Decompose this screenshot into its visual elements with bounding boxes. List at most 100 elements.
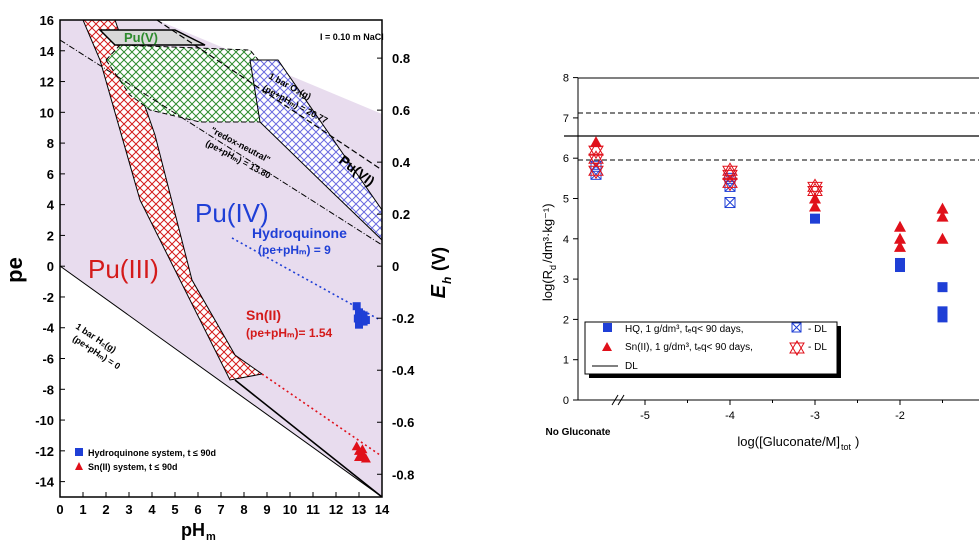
y2-tick-label: 0.8 — [392, 51, 410, 66]
eh-axis-title-sub: h — [440, 277, 454, 284]
y2-tick-label: 0.4 — [392, 155, 411, 170]
y-tick-label: 0 — [563, 395, 569, 407]
hq-eq-label: (pe+pHₘ) = 9 — [258, 243, 331, 257]
legend-sn-dl-text: - DL — [808, 342, 827, 353]
sn-data-point — [936, 232, 949, 244]
sn-dl-star — [588, 145, 604, 160]
sn-dl-star — [588, 153, 604, 168]
hq-data-point — [353, 314, 362, 323]
sn-dl-data-point — [807, 182, 823, 196]
x-tick-label: 12 — [329, 502, 343, 517]
sorption-y-title-sub: d — [548, 265, 558, 270]
y2-tick-label: 0 — [392, 259, 399, 274]
ph-axis-title: pH — [181, 520, 205, 540]
x-tick-label: 13 — [352, 502, 366, 517]
sn-data-point — [357, 444, 368, 454]
sn-dl-data-point — [588, 162, 604, 176]
y2-tick-label: 0.6 — [392, 103, 410, 118]
sn-label: Sn(II) — [246, 307, 281, 323]
axis-break-mark — [617, 394, 625, 406]
h2-line — [60, 265, 382, 497]
sn-dl-data-point — [722, 162, 738, 176]
y-tick-label: -4 — [42, 321, 54, 336]
y-tick-label: 2 — [563, 314, 569, 326]
sorption-points — [588, 136, 949, 323]
hq-label: Hydroquinone — [252, 225, 347, 241]
hq-data-point — [810, 213, 820, 224]
puv-top-box — [98, 29, 206, 46]
legend-sn-triangle — [602, 342, 612, 351]
sn-data-point — [936, 202, 949, 214]
puiv-label: Pu(IV) — [195, 198, 269, 228]
sn-dl-star — [722, 169, 738, 184]
sn-dl-data-point — [588, 150, 604, 164]
sn-data-point — [894, 232, 906, 244]
hq-data-point — [361, 316, 370, 325]
no-gluconate-label: No Gluconate — [545, 427, 610, 438]
sorption-x-title: log([Gluconate/M] — [737, 434, 840, 449]
puiii-label: Pu(III) — [88, 254, 159, 284]
sorption-chart: -5 -4 -3 -2 0 1 2 3 4 5 6 7 8 No Gluconate log([Gluc… — [540, 73, 979, 452]
eh-axis-title-unit: (V) — [429, 247, 449, 271]
hq-data-point — [937, 282, 948, 293]
x-tick-label: 6 — [194, 502, 201, 517]
y2-tick-label: -0.6 — [392, 415, 414, 430]
sn-data-point — [936, 210, 949, 222]
hq-data-point — [895, 262, 905, 273]
sorption-y-title: log(R d /dm³·kg⁻¹) — [540, 203, 558, 301]
legend-sn-label: Sn(II) system, t ≤ 90d — [88, 462, 177, 472]
y2-tick-label: 0.2 — [392, 207, 410, 222]
hq-data-point — [352, 302, 361, 311]
axis-break-mark — [611, 394, 619, 406]
legend-hq-label: Hydroquinone system, t ≤ 90d — [88, 448, 216, 458]
hq-data-point — [355, 320, 363, 329]
sn-dl-data-point — [722, 166, 738, 180]
x-tick-label: -2 — [895, 410, 905, 422]
sorption-axes: -5 -4 -3 -2 0 1 2 3 4 5 6 7 8 — [563, 73, 943, 422]
sn-data-point — [590, 136, 602, 148]
y-tick-label: 10 — [40, 105, 54, 120]
eh-axis-title-main: E — [428, 284, 450, 298]
x-tick-label: 9 — [263, 502, 270, 517]
y2-tick-label: -0.4 — [392, 363, 415, 378]
sn-eq-label: (pe+pHₘ)= 1.54 — [246, 326, 333, 340]
y-tick-label: -12 — [35, 444, 54, 459]
sorption-y-title-main: log(R — [540, 270, 555, 301]
legend-sn-marker — [75, 462, 83, 470]
y-tick-label: -2 — [42, 290, 54, 305]
x-tick-label: 2 — [102, 502, 109, 517]
x-tick-label: 0 — [56, 502, 63, 517]
sn-data-point — [894, 220, 906, 232]
x-tick-label: 5 — [171, 502, 178, 517]
y-tick-label: 0 — [47, 259, 54, 274]
legend-hq-dl-marker — [791, 322, 802, 333]
y-tick-label: 5 — [563, 194, 569, 206]
y-tick-label: -10 — [35, 413, 54, 428]
x-tick-label: 8 — [240, 502, 247, 517]
hq-data-point — [359, 311, 368, 320]
sorption-x-title-close: ) — [855, 434, 859, 449]
puv-label: Pu(V) — [124, 30, 158, 45]
puvi-region — [249, 59, 382, 241]
legend-sn-dl-marker — [789, 340, 805, 354]
pourbaix-chart: I = 0.10 m NaCl Pu(V) Pu(IV) Pu(III) Pu(… — [2, 13, 454, 541]
hq-dl-data-point — [724, 197, 736, 209]
y-tick-label: 6 — [47, 167, 54, 182]
y-tick-label: 2 — [47, 228, 54, 243]
hq-data-point — [937, 312, 948, 323]
y2-tick-label: -0.2 — [392, 311, 414, 326]
ionic-strength-label: I = 0.10 m NaCl — [320, 32, 384, 42]
y-tick-label: -14 — [35, 475, 55, 490]
x-tick-label: 14 — [375, 502, 390, 517]
legend-hq-dl-text: - DL — [808, 324, 827, 335]
hq-dl-cross — [724, 197, 736, 208]
sn-data-point — [354, 451, 364, 461]
x-tick-label: 10 — [283, 502, 297, 517]
y-tick-label: 14 — [40, 44, 55, 59]
sn-dl-star — [722, 165, 738, 180]
sn-dl-data-point — [722, 174, 738, 188]
y2-tick-label: -0.8 — [392, 467, 414, 482]
hq-data-point — [937, 306, 948, 317]
legend-hq-square — [603, 323, 612, 332]
